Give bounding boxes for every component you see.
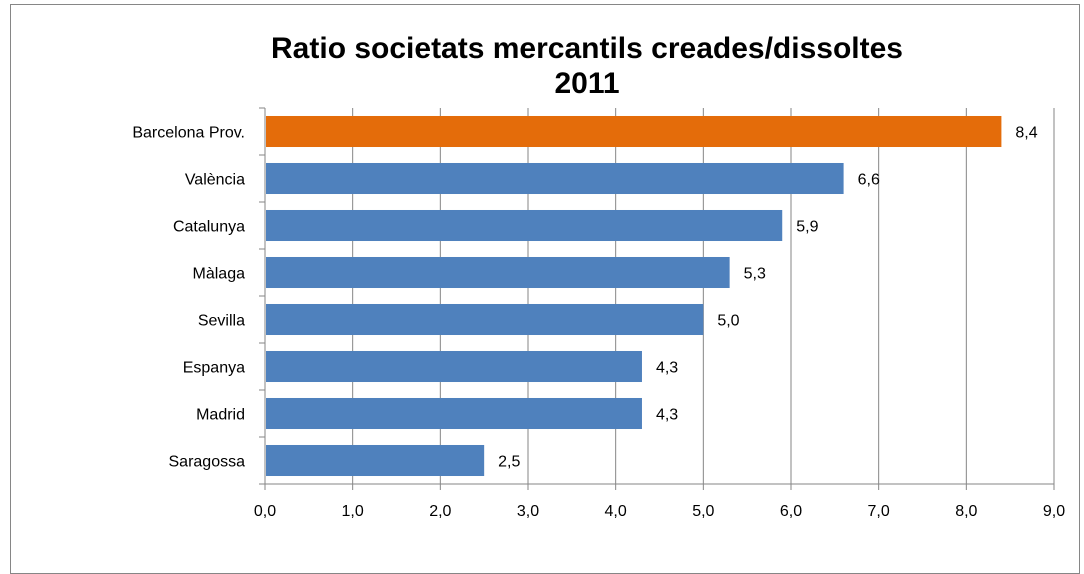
chart-title-line-1: Ratio societats mercantils creades/disso… — [271, 32, 903, 65]
chart-title-line-2: 2011 — [554, 67, 619, 100]
bar-espanya — [266, 350, 642, 383]
bar-madrid — [266, 397, 642, 430]
bar-sevilla — [266, 303, 704, 336]
category-label: València — [185, 172, 245, 189]
axes — [259, 107, 1055, 490]
category-label: Saragossa — [169, 454, 246, 471]
x-tick-label: 0,0 — [254, 503, 276, 520]
data-label: 5,9 — [796, 219, 818, 236]
category-label: Catalunya — [173, 219, 245, 236]
category-label: Màlaga — [193, 266, 246, 283]
x-tick-label: 5,0 — [692, 503, 714, 520]
x-tick-label: 6,0 — [780, 503, 802, 520]
bar-val-ncia — [266, 162, 844, 195]
x-tick-label: 7,0 — [868, 503, 890, 520]
category-label: Madrid — [196, 407, 245, 424]
x-tick-label: 8,0 — [955, 503, 977, 520]
data-label: 5,0 — [717, 313, 739, 330]
bar-catalunya — [266, 209, 783, 242]
labels: 0,0 1,0 2,0 3,0 4,0 5,0 6,0 7,0 8,0 9,0 Barcelona … — [132, 125, 1065, 521]
x-tick-label: 3,0 — [517, 503, 539, 520]
bar-barcelona-prov — [266, 115, 1002, 148]
category-label: Espanya — [183, 360, 245, 377]
data-label: 6,6 — [858, 172, 880, 189]
x-tick-label: 1,0 — [342, 503, 364, 520]
x-tick-label: 4,0 — [605, 503, 627, 520]
x-tick-label: 9,0 — [1043, 503, 1065, 520]
bar-m-laga — [266, 256, 730, 289]
data-label: 4,3 — [656, 407, 678, 424]
bars — [266, 115, 1002, 477]
data-label: 4,3 — [656, 360, 678, 377]
category-label: Sevilla — [198, 313, 245, 330]
bar-saragossa — [266, 444, 485, 477]
chart-frame — [10, 4, 1080, 574]
data-label: 8,4 — [1015, 125, 1037, 142]
data-label: 5,3 — [744, 266, 766, 283]
data-label: 2,5 — [498, 454, 520, 471]
category-label: Barcelona Prov. — [132, 125, 245, 142]
x-tick-label: 2,0 — [429, 503, 451, 520]
